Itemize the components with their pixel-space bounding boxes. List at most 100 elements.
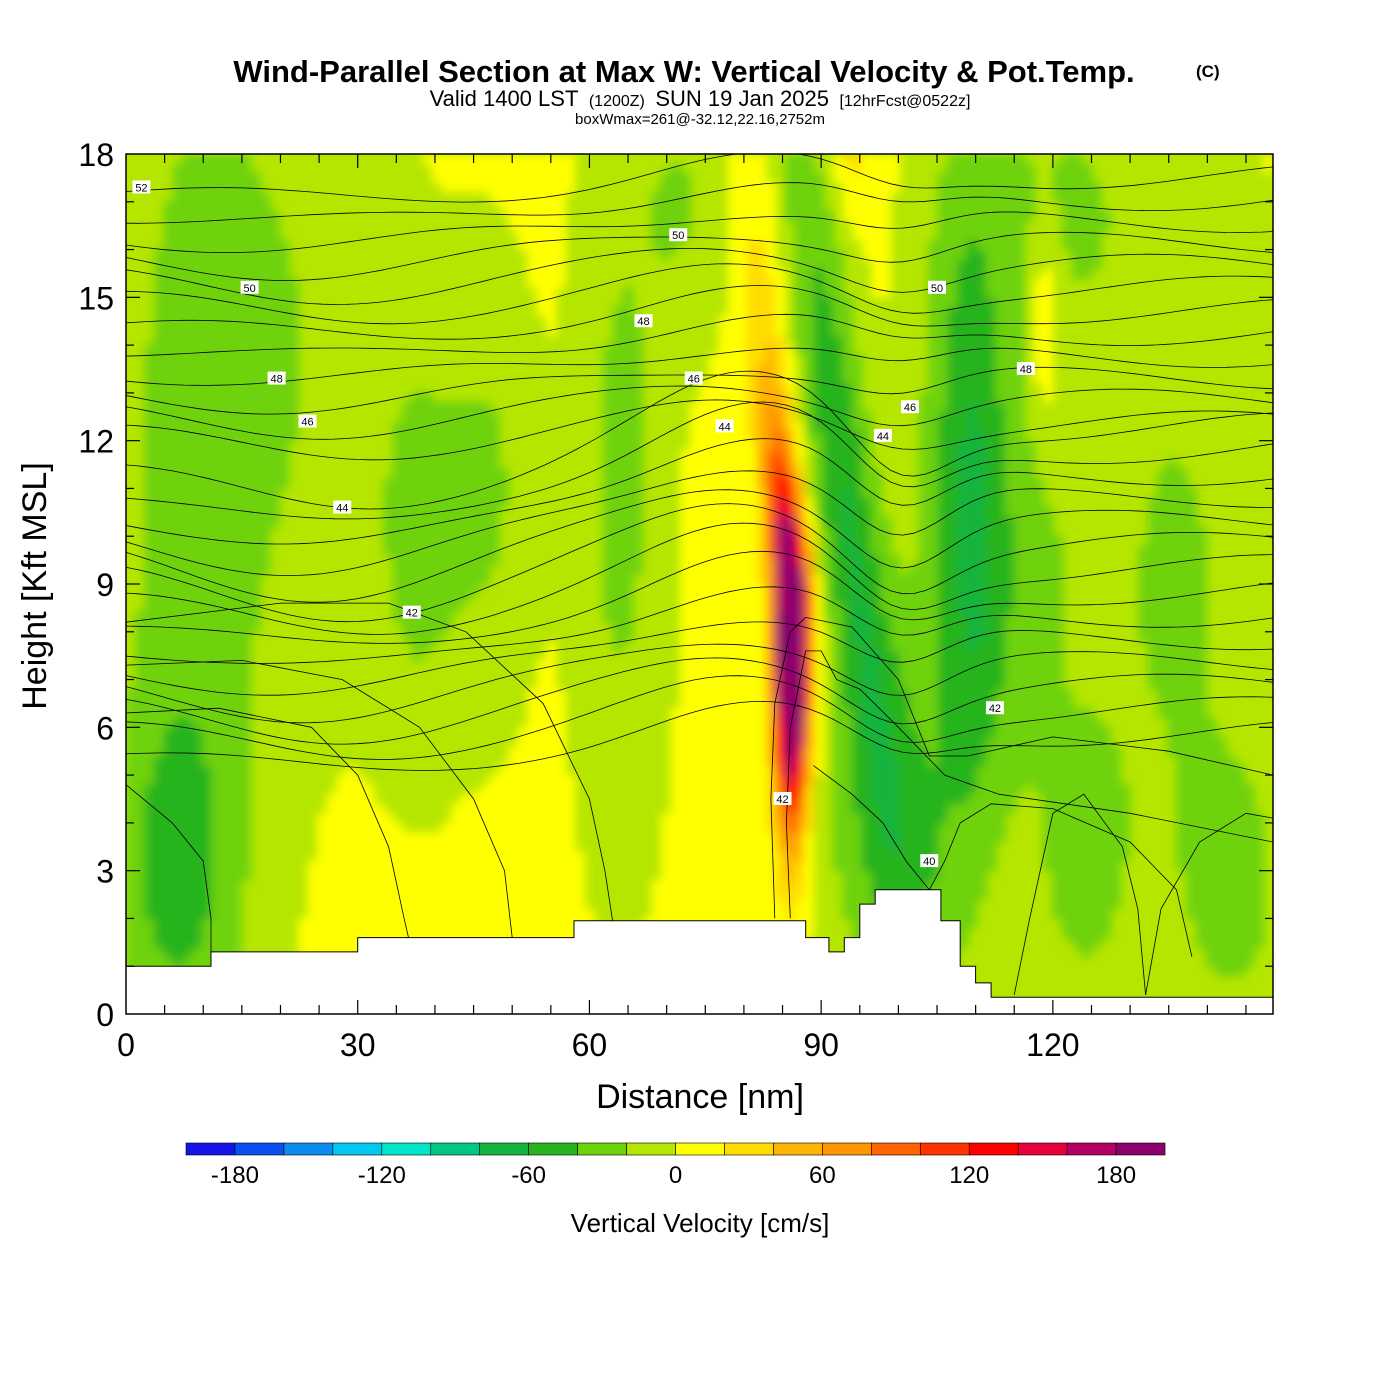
velocity-cell [708, 392, 720, 403]
velocity-cell [794, 736, 806, 747]
velocity-cell [173, 841, 184, 853]
velocity-cell [737, 831, 748, 843]
velocity-cell [393, 535, 404, 547]
velocity-cell [612, 631, 624, 642]
velocity-cell [880, 602, 892, 614]
velocity-cell [842, 564, 853, 575]
velocity-cell [756, 717, 767, 728]
velocity-cell [928, 363, 939, 375]
velocity-cell [651, 889, 662, 900]
velocity-cell [240, 516, 251, 528]
velocity-cell [192, 812, 203, 824]
velocity-cell [182, 344, 194, 356]
velocity-cell [440, 487, 452, 499]
velocity-cell [536, 851, 548, 862]
velocity-cell [957, 917, 968, 929]
velocity-cell [488, 487, 500, 499]
velocity-cell [794, 669, 806, 681]
velocity-cell [880, 669, 892, 681]
velocity-cell [211, 344, 223, 356]
chart-title: Wind-Parallel Section at Max W: Vertical… [233, 54, 1219, 89]
velocity-cell [746, 793, 758, 805]
velocity-cell [861, 812, 873, 824]
velocity-cell [928, 430, 939, 442]
velocity-cell [718, 784, 729, 795]
velocity-cell [775, 612, 787, 623]
velocity-cell [431, 487, 442, 499]
velocity-cell [699, 392, 710, 403]
velocity-cell [469, 535, 481, 547]
velocity-cell [899, 602, 911, 614]
velocity-cell [135, 784, 146, 795]
velocity-cell [1167, 564, 1178, 575]
velocity-cell [918, 430, 930, 442]
velocity-cell [1215, 812, 1226, 824]
velocity-cell [211, 468, 223, 480]
velocity-cell [364, 784, 376, 795]
velocity-cell [1071, 774, 1083, 786]
velocity-cell [842, 631, 853, 642]
velocity-cell [383, 860, 395, 872]
velocity-cell [842, 344, 853, 356]
velocity-cell [957, 851, 968, 862]
velocity-cell [173, 717, 184, 728]
velocity-cell [689, 440, 700, 451]
velocity-cell [899, 650, 911, 661]
velocity-cell [651, 908, 662, 919]
velocity-cell [316, 937, 328, 948]
velocity-cell [937, 535, 949, 547]
velocity-cell [737, 373, 748, 384]
velocity-cell [1071, 812, 1083, 824]
velocity-cell [851, 908, 863, 919]
velocity-cell [173, 946, 184, 958]
velocity-cell [240, 612, 251, 623]
velocity-cell [259, 507, 270, 518]
velocity-cell [804, 516, 815, 528]
copyright-mark: (C) [1196, 62, 1220, 81]
velocity-cell [326, 937, 337, 948]
velocity-cell [1224, 803, 1236, 814]
velocity-cell [918, 774, 930, 786]
velocity-cell [842, 860, 853, 872]
velocity-cell [240, 459, 251, 470]
velocity-cell [832, 449, 844, 461]
velocity-cell [794, 831, 806, 843]
velocity-cell [880, 803, 892, 814]
velocity-cell [785, 621, 796, 633]
velocity-cell [1052, 841, 1064, 853]
velocity-cell [154, 707, 165, 719]
velocity-cell [937, 698, 949, 709]
velocity-cell [182, 831, 194, 843]
velocity-cell [173, 411, 184, 423]
velocity-cell [326, 879, 337, 891]
velocity-cell [1186, 593, 1198, 604]
velocity-cell [1224, 870, 1236, 881]
velocity-cell [746, 889, 758, 900]
velocity-cell [775, 717, 787, 728]
velocity-cell [1052, 554, 1064, 566]
velocity-cell [211, 870, 223, 881]
velocity-cell [1090, 927, 1102, 939]
velocity-cell [517, 774, 528, 786]
velocity-cell [861, 698, 873, 709]
velocity-cell [1176, 650, 1188, 661]
velocity-cell [1052, 535, 1064, 547]
velocity-cell [1014, 468, 1025, 480]
velocity-cell [201, 717, 213, 728]
velocity-cell [297, 917, 309, 929]
velocity-cell [163, 908, 175, 919]
velocity-cell [154, 937, 165, 948]
velocity-cell [718, 430, 729, 442]
velocity-cell [622, 373, 634, 384]
velocity-cell [421, 535, 433, 547]
velocity-cell [957, 841, 968, 853]
velocity-cell [154, 669, 165, 681]
velocity-cell [421, 870, 433, 881]
velocity-cell [1243, 803, 1255, 814]
velocity-cell [1081, 803, 1092, 814]
velocity-cell [995, 793, 1006, 805]
velocity-cell [804, 382, 815, 394]
velocity-cell [966, 917, 978, 929]
velocity-cell [603, 593, 614, 604]
velocity-cell [718, 468, 729, 480]
